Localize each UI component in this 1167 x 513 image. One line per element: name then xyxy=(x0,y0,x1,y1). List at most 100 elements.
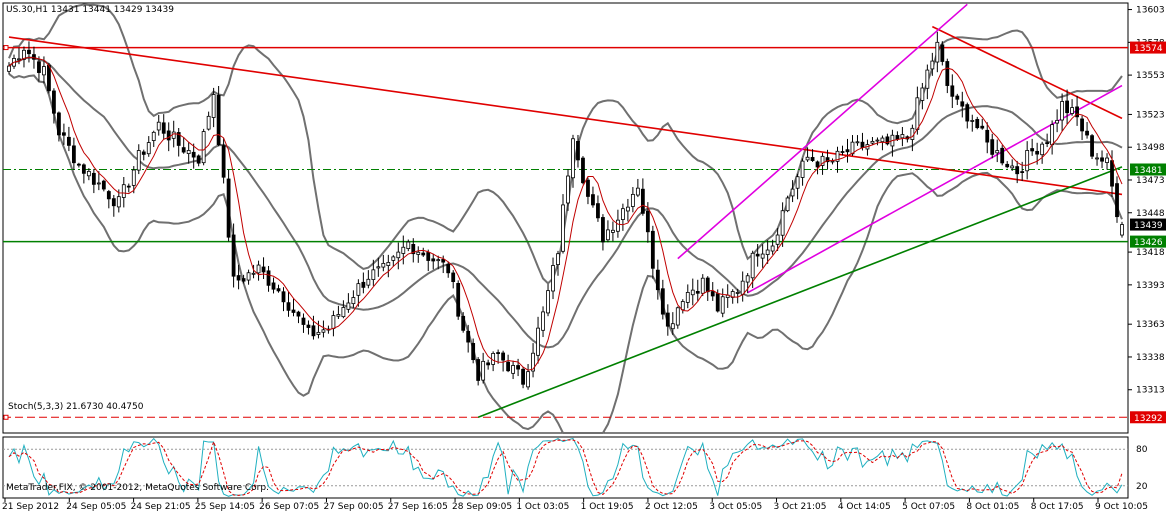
candle-body xyxy=(750,252,755,279)
candle-body xyxy=(516,365,520,370)
trend-lines xyxy=(8,3,1123,419)
candle-body xyxy=(1120,224,1124,236)
candle-body xyxy=(321,329,326,333)
candle-body xyxy=(895,135,900,140)
candle-body xyxy=(356,283,361,296)
price-axis: 1360313578135531352313498134731344813418… xyxy=(1128,6,1165,396)
candle-body xyxy=(62,132,66,136)
candle-body xyxy=(1095,157,1099,160)
candle-body xyxy=(361,281,366,288)
candle-body xyxy=(740,280,745,295)
candle-body xyxy=(1025,150,1030,172)
candle-body xyxy=(451,272,456,283)
candle-body xyxy=(511,365,515,374)
price-mark-tag xyxy=(1130,163,1166,176)
candle-body xyxy=(471,343,476,361)
candle-body xyxy=(965,104,970,122)
candle-body xyxy=(146,142,151,155)
candle-body xyxy=(620,208,625,220)
candle-body xyxy=(685,292,690,303)
time-tick-label: 5 Oct 07:05 xyxy=(902,502,955,512)
candle-body xyxy=(665,312,670,327)
candle-body xyxy=(1015,166,1020,175)
candle-body xyxy=(331,315,336,329)
candle-body xyxy=(945,61,950,86)
price-tick-label: 13363 xyxy=(1136,320,1165,330)
time-tick-label: 24 Sep 21:05 xyxy=(131,502,191,512)
candle-body xyxy=(66,136,71,146)
candle-body xyxy=(995,150,1000,154)
candle-body xyxy=(655,269,660,291)
candle-body xyxy=(481,360,486,381)
candle-body xyxy=(32,54,36,60)
candle-body xyxy=(591,194,595,206)
candle-body xyxy=(990,139,995,155)
candle-body xyxy=(96,182,101,185)
candle-body xyxy=(431,258,436,262)
candle-body xyxy=(835,150,840,162)
price-tick-label: 13603 xyxy=(1136,6,1165,16)
candle-body xyxy=(42,66,46,76)
candle-body xyxy=(376,266,381,269)
candle-body xyxy=(635,187,640,196)
candle-body xyxy=(566,175,570,204)
candle-body xyxy=(1115,183,1119,218)
candle-body xyxy=(461,315,466,331)
candle-body xyxy=(670,323,675,330)
price-mark-label: 13439 xyxy=(1134,221,1163,231)
candle-body xyxy=(17,58,21,61)
candle-body xyxy=(1090,135,1094,157)
candle-body xyxy=(780,210,785,236)
candle-body xyxy=(581,157,585,184)
candle-body xyxy=(950,85,955,97)
candle-body xyxy=(625,206,630,212)
candle-body xyxy=(281,291,286,303)
stoch-main-line xyxy=(8,437,1123,497)
candle-body xyxy=(1020,171,1025,173)
candle-body xyxy=(316,331,321,335)
candle-body xyxy=(386,262,391,266)
time-tick-label: 1 Oct 19:05 xyxy=(581,502,634,512)
candle-body xyxy=(406,241,411,250)
candle-body xyxy=(401,246,406,254)
candle-body xyxy=(765,249,770,255)
hline-anchor-13292 xyxy=(3,414,9,420)
candle-body xyxy=(930,60,935,70)
candle-body xyxy=(855,141,860,144)
candle-body xyxy=(121,184,126,198)
candle-body xyxy=(251,272,256,275)
candle-body xyxy=(735,292,740,294)
candle-body xyxy=(805,156,810,161)
candle-body xyxy=(1110,160,1114,187)
candle-body xyxy=(261,266,266,273)
time-tick-label: 3 Oct 05:05 xyxy=(709,502,762,512)
candle-body xyxy=(825,157,830,163)
candle-body xyxy=(396,251,401,259)
candle-body xyxy=(860,141,865,148)
candle-body xyxy=(640,188,645,214)
candle-body xyxy=(705,277,710,293)
candle-body xyxy=(486,362,491,366)
candle-body xyxy=(690,289,695,296)
candle-body xyxy=(1045,142,1050,145)
candle-body xyxy=(1055,119,1060,124)
candle-body xyxy=(546,290,550,314)
candle-body xyxy=(236,275,241,281)
candle-body xyxy=(650,230,655,269)
time-tick-label: 3 Oct 21:05 xyxy=(774,502,827,512)
candle-body xyxy=(800,160,805,178)
candle-body xyxy=(850,141,855,155)
candle-body xyxy=(616,219,620,232)
candle-body xyxy=(246,272,251,281)
candle-body xyxy=(196,155,201,164)
candle-body xyxy=(795,176,800,189)
bollinger-lower xyxy=(8,73,1123,434)
candle-body xyxy=(820,155,825,166)
candle-body xyxy=(91,172,96,185)
candle-body xyxy=(266,270,271,286)
candle-body xyxy=(715,293,720,312)
price-mark-tag xyxy=(1130,41,1166,54)
candle-body xyxy=(271,282,276,290)
candle-body xyxy=(446,264,451,274)
